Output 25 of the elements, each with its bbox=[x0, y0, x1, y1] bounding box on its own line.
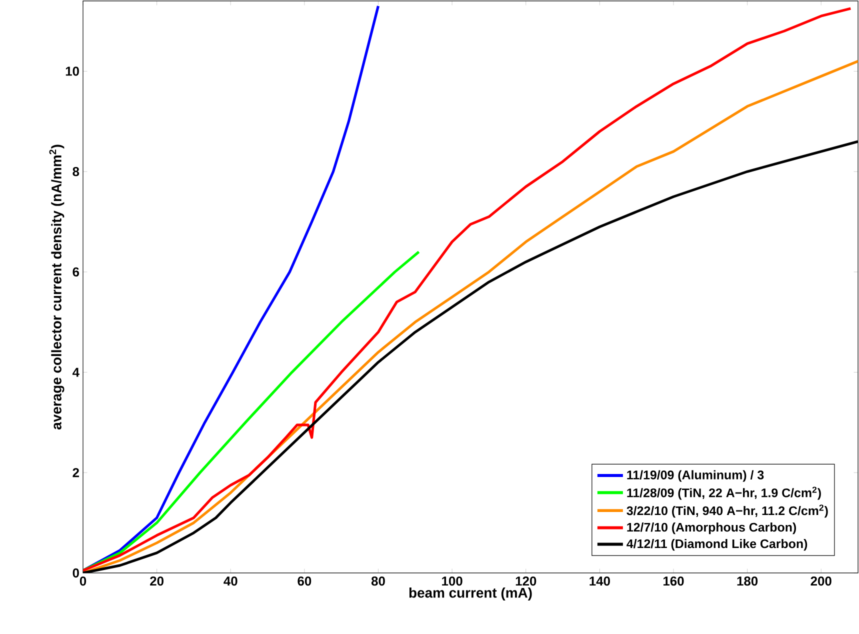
y-tick-label: 6 bbox=[72, 267, 80, 277]
y-tick-label: 2 bbox=[72, 468, 79, 478]
x-tick-label: 60 bbox=[298, 576, 312, 586]
legend-label: 3/22/10 (TiN, 940 A−hr, 11.2 C/cm$^{2}$) bbox=[626, 504, 828, 518]
legend-label: 12/7/10 (Amorphous Carbon) bbox=[627, 522, 796, 534]
x-tick-label: 200 bbox=[810, 576, 832, 586]
x-tick-label: 80 bbox=[371, 576, 385, 586]
legend-label: 11/28/09 (TiN, 22 A−hr, 1.9 C/cm$^{2}$) bbox=[627, 486, 821, 500]
y-tick-label: 4 bbox=[72, 368, 80, 377]
x-tick-label: 0 bbox=[80, 576, 86, 586]
x-tick-label: 120 bbox=[516, 576, 536, 586]
x-tick-label: 180 bbox=[737, 576, 758, 586]
legend-label: 11/19/09 (Aluminum) / 3 bbox=[627, 470, 764, 482]
x-tick-label: 100 bbox=[442, 576, 462, 586]
x-tick-label: 160 bbox=[663, 576, 684, 586]
y-tick-label: 8 bbox=[72, 166, 80, 176]
y-tick-label: 0 bbox=[72, 568, 79, 578]
x-tick-label: 40 bbox=[224, 576, 238, 586]
y-tick-label: 10 bbox=[66, 66, 79, 76]
line-series bbox=[83, 250, 420, 572]
legend-label: 4/12/11 (Diamond Like Carbon) bbox=[626, 539, 808, 551]
x-tick-label: 20 bbox=[150, 576, 164, 586]
y-axis-title: average collector current density (nA/mm$^{2}$) bbox=[49, 144, 64, 430]
x-axis-title: beam current (mA) bbox=[409, 588, 532, 601]
x-tick-label: 140 bbox=[590, 576, 610, 586]
